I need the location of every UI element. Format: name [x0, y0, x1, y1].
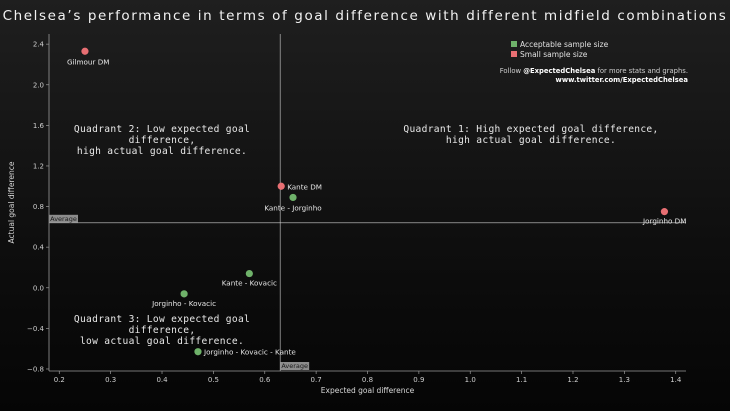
y-tick-label: −0.8 — [27, 365, 44, 373]
x-tick-label: 0.2 — [54, 376, 65, 384]
average-x-badge — [280, 362, 310, 370]
point-label: Kante - Kovacic — [222, 279, 277, 288]
legend-item-acceptable: Acceptable sample size — [511, 39, 608, 49]
data-point — [180, 290, 188, 298]
x-tick-label: 1.2 — [567, 376, 578, 384]
y-tick-label: 1.2 — [33, 162, 44, 170]
data-point — [194, 348, 202, 356]
quadrant-1-label: Quadrant 1: High expected goal differenc… — [403, 124, 659, 146]
x-tick-label: 0.7 — [311, 376, 322, 384]
legend-swatch-small — [511, 51, 517, 57]
follow-line: Follow @ExpectedChelsea for more stats a… — [499, 67, 688, 75]
average-y-badge — [49, 214, 78, 223]
y-tick-label: 2.0 — [33, 81, 44, 89]
average-x-label: Average — [281, 362, 308, 370]
data-point — [660, 208, 669, 216]
x-tick-label: 0.6 — [259, 376, 271, 384]
y-tick-label: 0.4 — [33, 244, 45, 252]
legend: Acceptable sample size Small sample size — [511, 39, 608, 59]
x-axis-label: Expected goal difference — [321, 386, 415, 395]
point-label: Kante DM — [287, 182, 322, 191]
point-label: Jorginho - Kovacic — [151, 299, 216, 308]
x-tick-label: 1.4 — [670, 376, 682, 384]
chart-title: Chelsea’s performance in terms of goal d… — [2, 8, 728, 24]
y-tick-label: 1.6 — [33, 122, 45, 130]
data-point — [245, 269, 253, 278]
x-tick-label: 0.3 — [105, 376, 116, 384]
data-point — [81, 47, 89, 55]
y-tick-label: 0.8 — [33, 203, 44, 211]
quadrant-3-label: Quadrant 3: Low expected goal difference… — [73, 314, 251, 347]
data-point — [277, 182, 285, 190]
twitter-url: www.twitter.com/ExpectedChelsea — [555, 76, 688, 84]
x-tick-label: 0.5 — [208, 376, 219, 384]
twitter-handle: @ExpectedChelsea — [523, 67, 596, 75]
x-tick-label: 0.8 — [362, 376, 373, 384]
point-label: Gilmour DM — [67, 57, 110, 66]
quadrant-2-label: Quadrant 2: Low expected goal difference… — [73, 124, 251, 157]
x-tick-label: 0.9 — [413, 376, 424, 384]
follow-note: Follow @ExpectedChelsea for more stats a… — [500, 67, 688, 85]
y-tick-label: −0.4 — [27, 325, 45, 333]
y-tick-label: 0.0 — [33, 284, 44, 292]
legend-label-small: Small sample size — [520, 49, 588, 59]
legend-item-small: Small sample size — [511, 49, 608, 59]
y-axis-label: Actual goal difference — [7, 161, 16, 243]
data-point — [289, 193, 297, 202]
point-label: Jorginho DM — [642, 217, 686, 226]
legend-label-acceptable: Acceptable sample size — [520, 39, 609, 49]
x-tick-label: 0.4 — [156, 376, 168, 384]
x-tick-label: 1.1 — [516, 376, 527, 384]
x-tick-label: 1.3 — [619, 376, 630, 384]
point-label: Kante - Jorginho — [264, 203, 321, 212]
x-tick-label: 1.0 — [465, 376, 476, 384]
point-label: Jorginho - Kovacic - Kante — [203, 348, 296, 357]
average-y-label: Average — [50, 215, 77, 223]
y-tick-label: 2.4 — [33, 41, 45, 49]
legend-swatch-acceptable — [511, 41, 517, 47]
